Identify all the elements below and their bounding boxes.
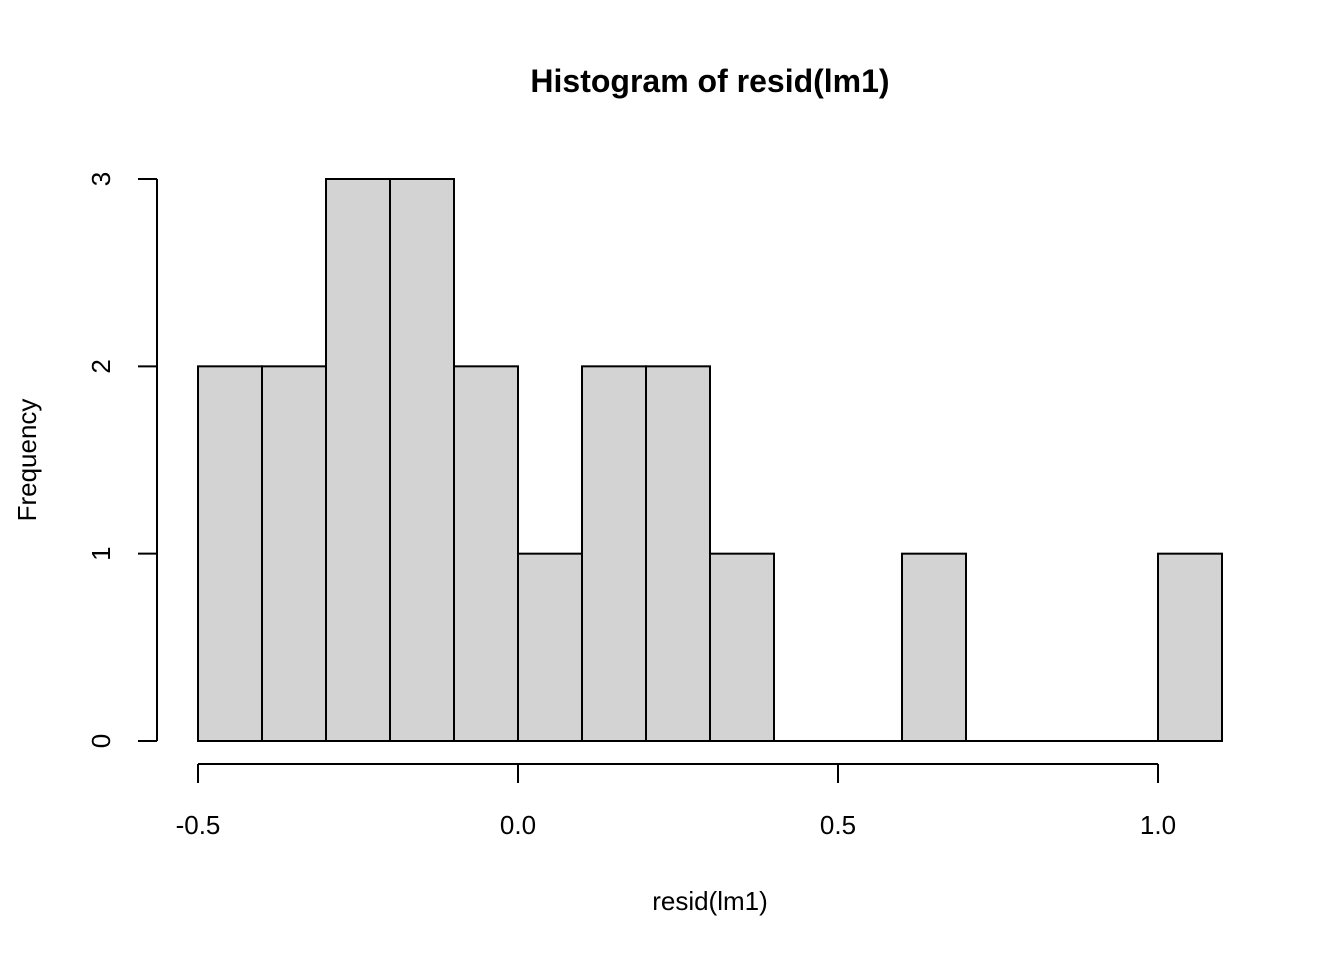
x-tick-label: 0.0 (500, 810, 536, 840)
chart-title: Histogram of resid(lm1) (530, 63, 889, 99)
histogram-bars (197, 178, 1223, 743)
y-tick-label: 1 (86, 546, 116, 560)
x-axis-label: resid(lm1) (652, 886, 768, 916)
y-tick-label: 0 (86, 734, 116, 748)
histogram-bar (325, 178, 391, 742)
y-tick-label: 3 (86, 172, 116, 186)
x-axis: -0.5 0.0 0.5 1.0 (176, 763, 1176, 840)
histogram-bar (261, 365, 327, 742)
histogram-bar (389, 178, 455, 742)
y-tick-label: 2 (86, 359, 116, 373)
histogram-bar (197, 365, 263, 742)
y-axis-label: Frequency (12, 399, 42, 522)
histogram-bar (581, 365, 647, 742)
x-tick-label: 1.0 (1140, 810, 1176, 840)
histogram-bar (1157, 552, 1223, 743)
histogram-bar (901, 552, 967, 743)
x-tick-label: -0.5 (176, 810, 221, 840)
histogram-bar (709, 552, 775, 743)
histogram-bar (453, 365, 519, 742)
histogram-bar (645, 365, 711, 742)
y-axis: 0 1 2 3 (86, 172, 158, 748)
x-tick-label: 0.5 (820, 810, 856, 840)
histogram-bar (517, 552, 583, 743)
